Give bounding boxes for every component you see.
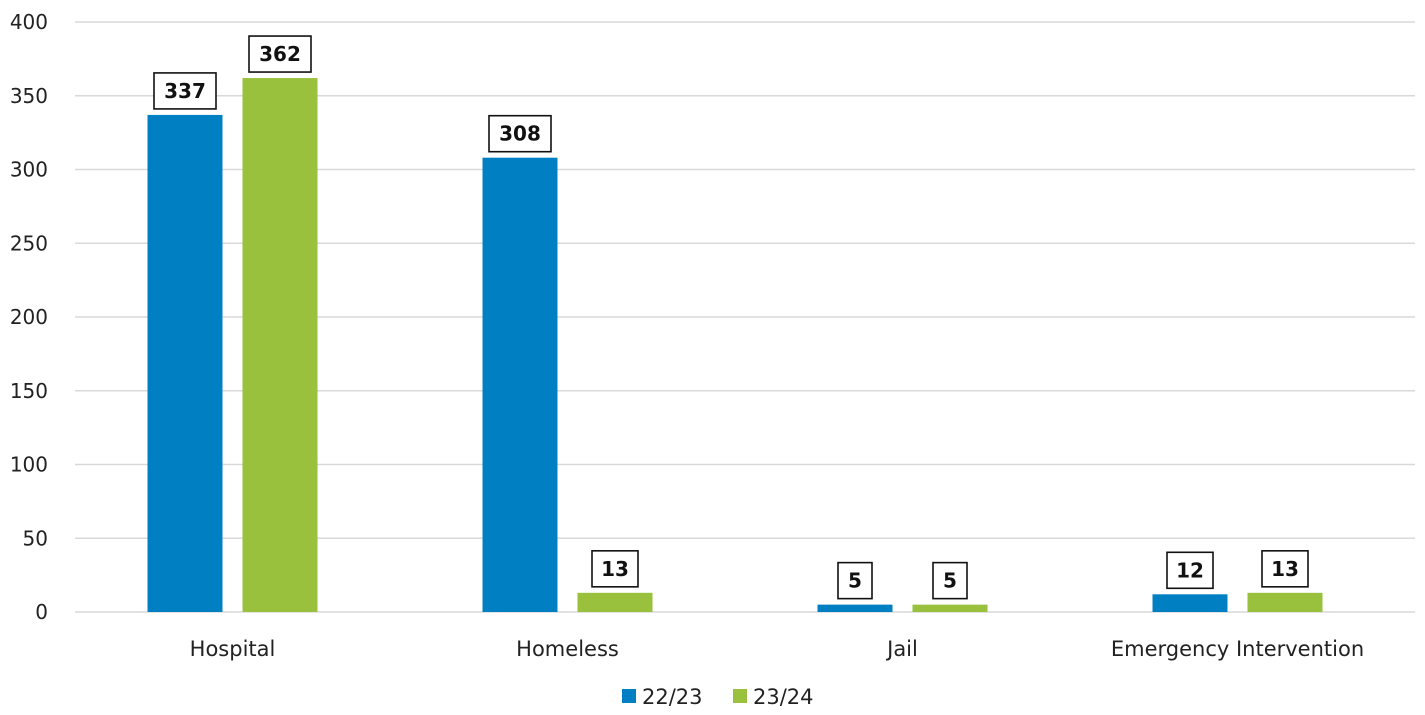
- bar: [1247, 592, 1323, 612]
- legend-label: 22/23: [642, 685, 703, 709]
- data-label-box: [248, 35, 312, 73]
- data-label: 5: [848, 569, 862, 593]
- data-label-box: [837, 561, 873, 600]
- bar: [147, 114, 223, 613]
- bar: [242, 78, 318, 613]
- category-label: Homeless: [516, 637, 619, 661]
- bar: [577, 592, 653, 612]
- data-label: 13: [1271, 557, 1299, 581]
- bar: [817, 604, 893, 612]
- data-label: 5: [943, 569, 957, 593]
- legend: 22/23 23/24: [622, 685, 814, 709]
- x-axis-category-labels: Hospital Homeless Jail Emergency Interventi…: [190, 637, 1364, 661]
- data-label: 337: [164, 79, 206, 103]
- bar: [1152, 594, 1228, 612]
- bar: [482, 157, 558, 612]
- y-tick-label: 150: [10, 379, 48, 403]
- legend-label: 23/24: [753, 685, 814, 709]
- data-label-box: [591, 550, 639, 588]
- y-axis-tick-labels: 0 50 100 150 200 250 300 350 400: [10, 10, 48, 624]
- y-tick-label: 200: [10, 305, 48, 329]
- y-tick-label: 300: [10, 158, 48, 182]
- data-label: 308: [499, 122, 541, 146]
- category-label: Jail: [885, 637, 918, 661]
- data-label: 13: [601, 557, 629, 581]
- data-label-box: [153, 72, 217, 110]
- y-tick-label: 350: [10, 84, 48, 108]
- data-label: 12: [1176, 558, 1204, 582]
- category-label: Emergency Intervention: [1111, 637, 1364, 661]
- y-tick-label: 250: [10, 231, 48, 255]
- y-tick-label: 50: [23, 526, 48, 550]
- y-tick-label: 100: [10, 453, 48, 477]
- data-label-box: [932, 561, 968, 600]
- y-tick-label: 0: [35, 600, 48, 624]
- data-label-box: [1261, 550, 1309, 588]
- category-label: Hospital: [190, 637, 276, 661]
- legend-swatch: [733, 689, 747, 703]
- y-tick-label: 400: [10, 10, 48, 34]
- data-label-box: [488, 114, 552, 153]
- bars: [147, 78, 1323, 613]
- data-labels: 337 362 308 13 5 5 12 13: [153, 35, 1309, 600]
- data-label-box: [1166, 551, 1214, 590]
- legend-swatch: [622, 689, 636, 703]
- data-label: 362: [259, 42, 301, 66]
- bar: [912, 604, 988, 612]
